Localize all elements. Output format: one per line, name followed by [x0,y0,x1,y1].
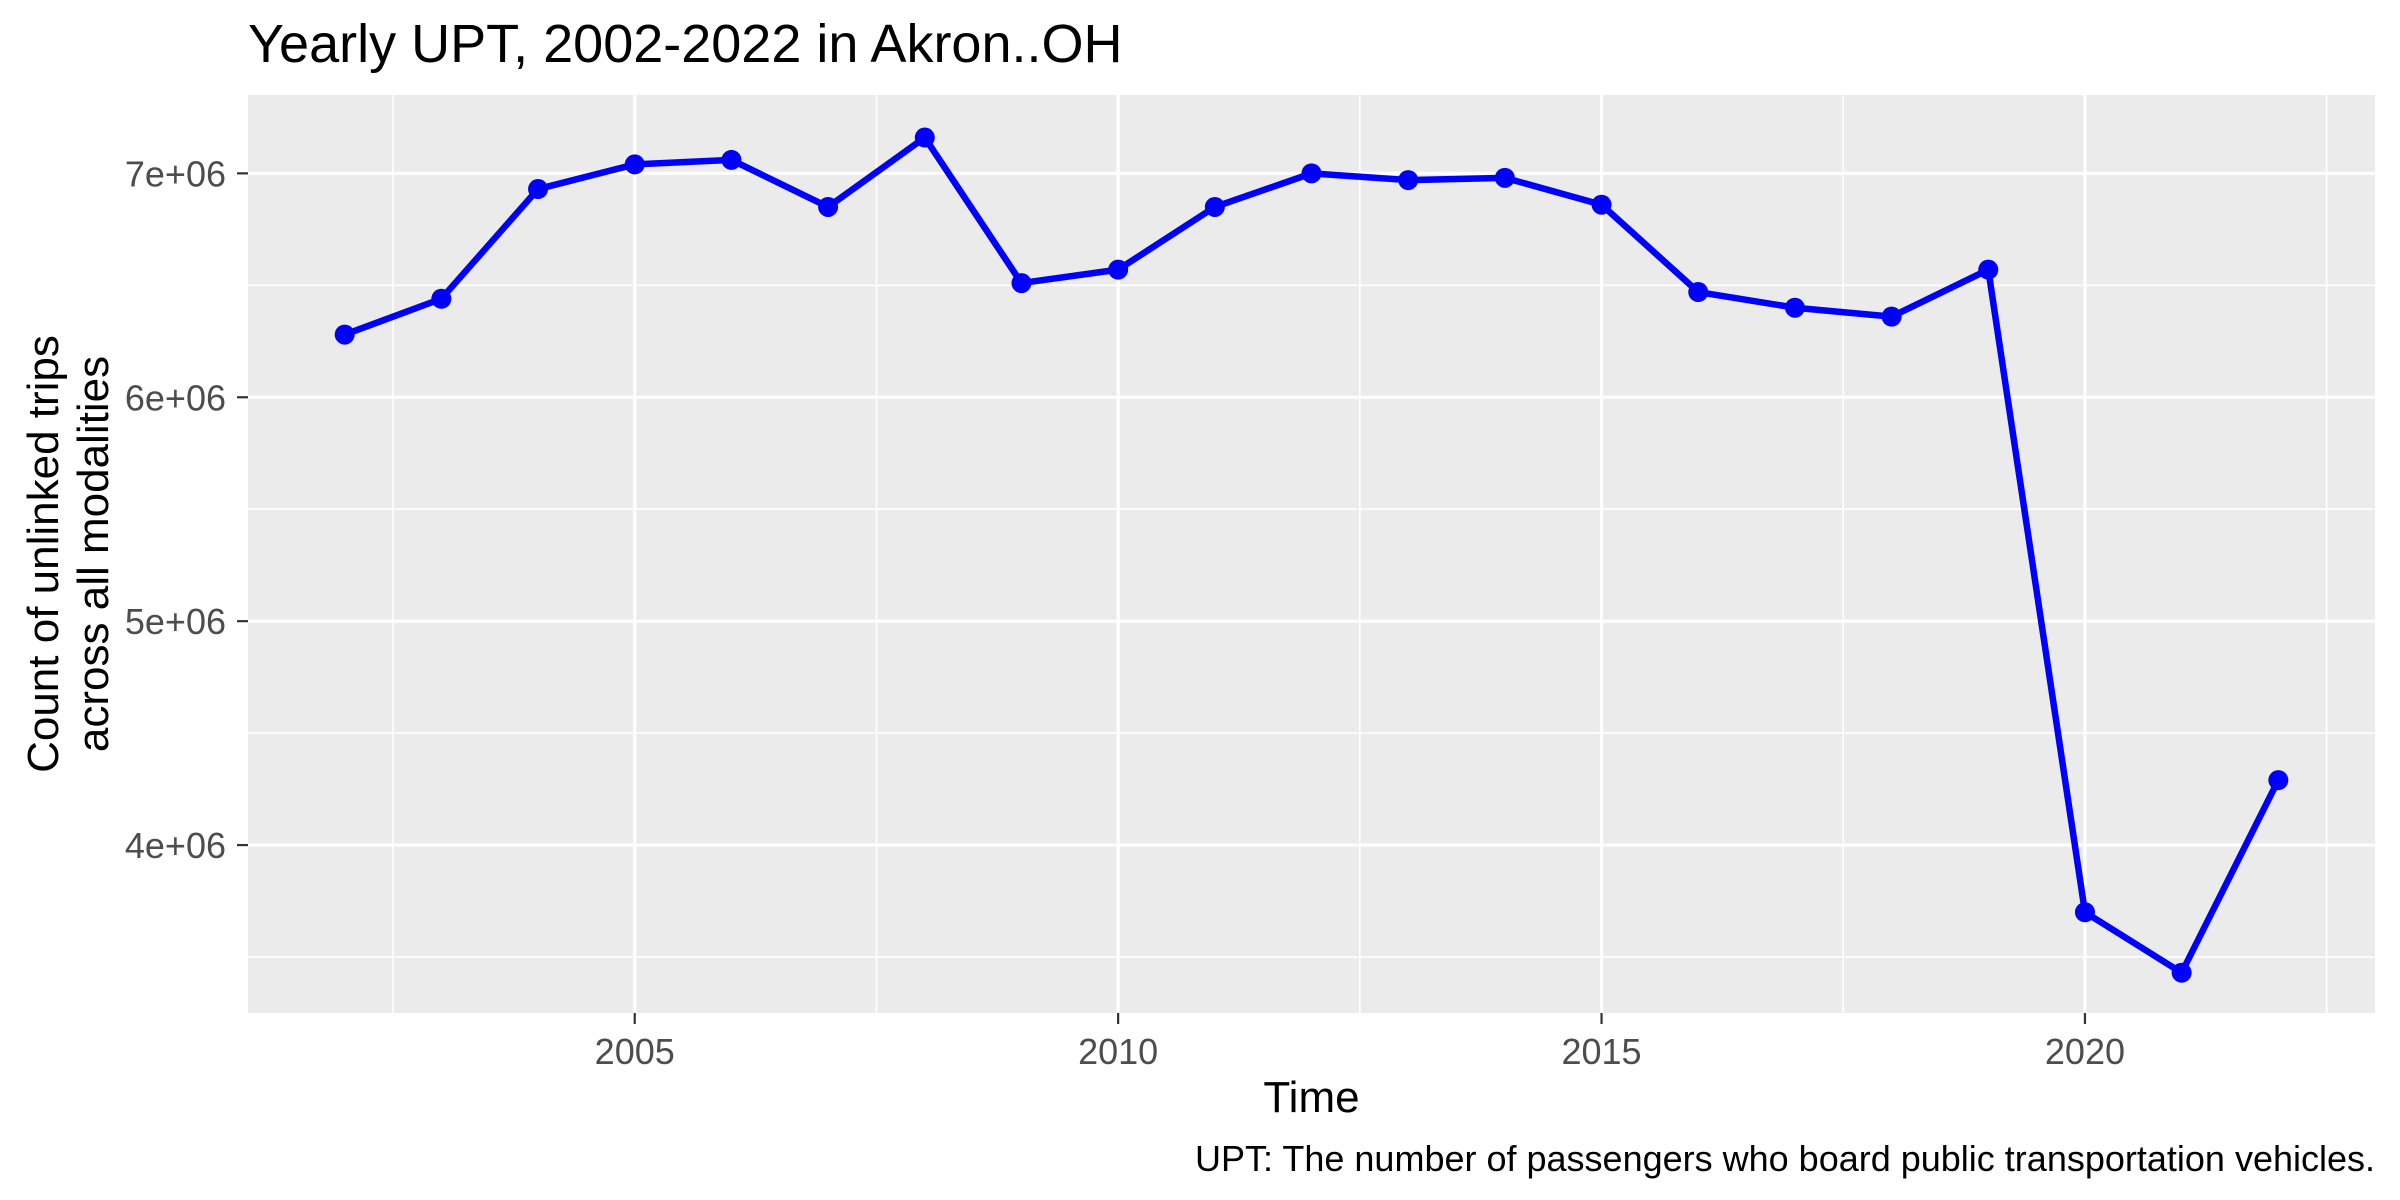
data-point-2016 [1688,282,1709,303]
minor-gridlines [248,95,2375,1013]
data-point-2005 [624,154,645,175]
data-point-2015 [1591,194,1612,215]
data-point-2020 [2074,902,2095,923]
data-point-2003 [431,288,452,309]
data-point-2014 [1494,167,1515,188]
data-point-2004 [528,179,549,200]
chart-title: Yearly UPT, 2002-2022 in Akron..OH [248,14,1123,74]
x-tick-label: 2020 [2045,1031,2125,1072]
y-tick-label: 7e+06 [125,153,226,194]
data-point-2010 [1108,259,1129,280]
x-tick-label: 2005 [595,1031,675,1072]
data-point-2012 [1301,163,1322,184]
chart-caption: UPT: The number of passengers who board … [1195,1138,2375,1179]
data-point-2002 [334,324,355,345]
y-axis-title-line-2: across all modalities [69,356,118,752]
data-point-2013 [1398,170,1419,191]
data-series [334,127,2289,983]
data-point-2017 [1784,297,1805,318]
data-point-2007 [818,196,839,217]
x-tick-label: 2015 [1561,1031,1641,1072]
data-point-2009 [1011,273,1032,294]
y-tick-label: 5e+06 [125,601,226,642]
data-point-2018 [1881,306,1902,327]
data-point-2011 [1204,196,1225,217]
data-point-2019 [1978,259,1999,280]
x-axis: 2005 2010 2015 2020 [595,1013,2125,1072]
plot-panel [248,95,2375,1013]
y-axis-title-line-1: Count of unlinked trips [19,335,68,773]
x-tick-label: 2010 [1078,1031,1158,1072]
y-tick-label: 4e+06 [125,825,226,866]
data-point-2008 [914,127,935,148]
x-axis-title: Time [1263,1073,1359,1122]
data-point-2021 [2171,962,2192,983]
data-point-2022 [2268,770,2289,791]
y-tick-label: 6e+06 [125,377,226,418]
y-axis: 4e+06 5e+06 6e+06 7e+06 [125,153,248,866]
data-point-2006 [721,149,742,170]
